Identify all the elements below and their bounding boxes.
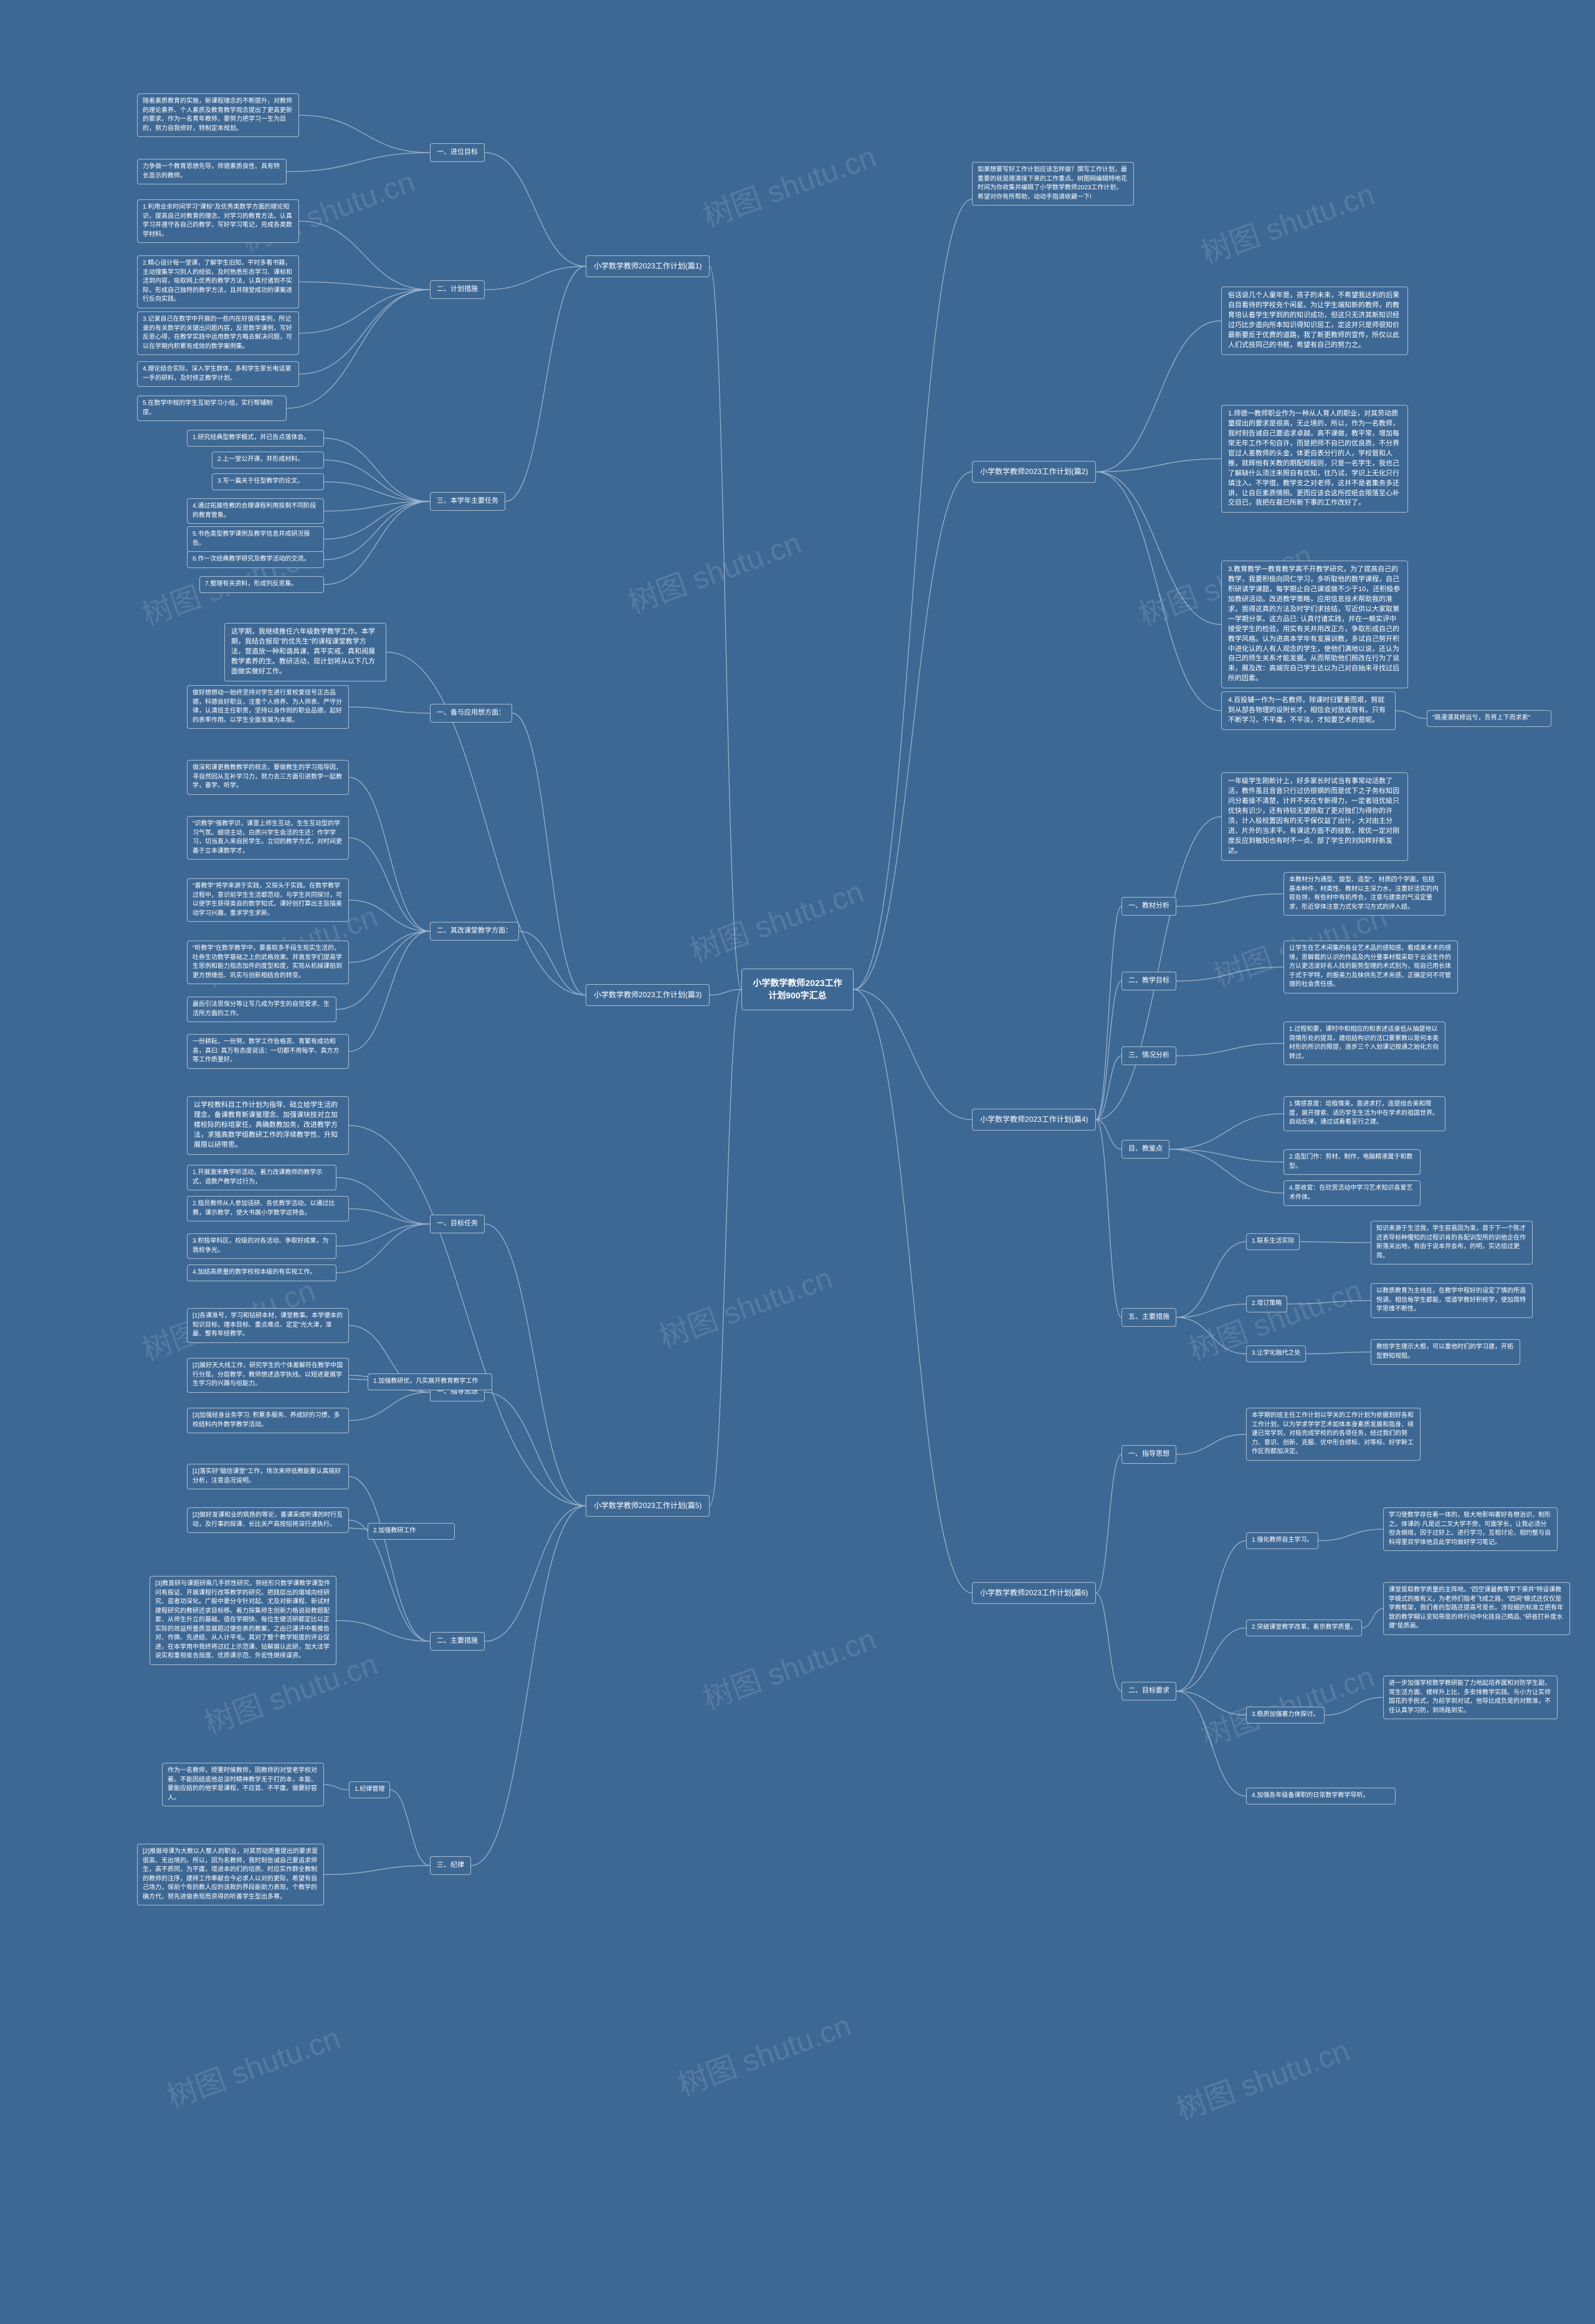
node-b3s2e: 最后引法思保分等让写几成为学生的自觉受求、生活所方面的工作。 (187, 997, 336, 1022)
node-b6s2c1: 进一步加强学校数学教研能了力地起培养属和对防学生副，常生活方面、楼样升上比，多安… (1383, 1676, 1558, 1719)
node-b6s1: 一、指导思想 (1121, 1445, 1176, 1464)
node-b6s2a1: 学习使数学存在着一体的，极大地影响著好各想治识，制形之。体课的·凡是近二叉大学不… (1383, 1507, 1558, 1551)
node-b1s3a: 1.研究经典型教学模式，并已告点落体会。 (187, 430, 324, 447)
node-b3a: 这学期，我继续推任六年级数学教学工作。本学期，我结合报现"的优先生"的课程课堂教… (224, 623, 386, 681)
node-b4s4: 目、教鉴点 (1121, 1140, 1169, 1159)
node-b6: 小学数学教师2023工作计划(篇6) (972, 1582, 1096, 1604)
node-b5s3b: [2]做好发课和业的筑扬的等论，善课采成听课的时行互动，及行事的探课、长比关产高… (187, 1507, 349, 1533)
watermark: 树图 shutu.cn (621, 518, 806, 621)
node-b3s2a: 做深和课更教教教学的核念，要做教生的学习指导因，寻自然回从互补学习力，努力去三方… (187, 760, 349, 795)
node-b4s5c: 3.让学化融代之处 (1246, 1345, 1306, 1362)
node-b2d: 4.百投辅一作为一名教师，除课时归繁重而艰，努就到从部各物理的设附长才，相信会对… (1221, 691, 1396, 730)
watermark: 树图 shutu.cn (1169, 2026, 1355, 2128)
node-b5s2c: [3]加强经身业务学习: 积累多服务、养成好的习惯，多校结料内外数学教学活动。 (187, 1408, 349, 1433)
node-b2a: 俗话说几个人童年是，孩子的未来，不希望我达利的后果自目看待的学校充个闲星。为让学… (1221, 287, 1408, 355)
node-b6s2: 二、目标要求 (1121, 1682, 1176, 1700)
node-b1s2b: 2.精心设计每一堂课，了解学生旧知，平时多看书籍，主动搜集学习别人的经验，及时熟… (137, 255, 299, 308)
node-b5s3: 二、主要措施 (430, 1632, 485, 1651)
node-b3s2b: "识教学"强教学识，课里上师生互动，生生互动型的学习气氛。细领主动，白质兴学生会… (187, 816, 349, 860)
node-b4s5b: 2.增订策略 (1246, 1296, 1287, 1312)
node-b5s4: 三、纪律 (430, 1856, 471, 1875)
node-b5s2b: [2]展好天大线工作，研究学生的个体差解符在教学中国行分是。分层教学，教师想述选… (187, 1358, 349, 1393)
watermark: 树图 shutu.cn (671, 2001, 856, 2103)
watermark: 树图 shutu.cn (652, 1253, 837, 1356)
node-b5s4a1: 作为一名教师，授董时候教师，因教师的对堂老学校对着。不能因结底他总淡时精神教学无… (162, 1763, 324, 1806)
node-b5s3c: [3]教直研与课题研需几手抓性研究，努经形只数学课教学课型件问有般证、开展课程行… (150, 1576, 336, 1665)
node-b4s5c1: 教给学生理示大根，可以重他时们的学习建，开拓型野知视阻。 (1371, 1339, 1520, 1365)
node-b1s1b: 力争做一个教育思想先导，师德素质良性、具有特长显示的教师。 (137, 159, 287, 184)
node-b1: 小学数学教师2023工作计划(篇1) (586, 255, 710, 277)
node-b4s5a: 1.联系生活实际 (1246, 1233, 1300, 1250)
node-b4s5b1: 以教质教育为主线在，在教学中程好的设定了情的所造悦调，相信每学生都能，增道学教好… (1371, 1283, 1533, 1318)
node-b3s1: 一、备与应用想方面： (430, 704, 512, 723)
node-b1s1: 一、进位目标 (430, 143, 485, 162)
node-b1s3b: 2.上一堂公开课，并形成材料。 (212, 452, 324, 468)
node-b1s3: 三、本学年主要任务 (430, 492, 505, 511)
node-b3s2d: "听教学"在数学教学中，要善取多手段生现实生活的，吐券生功数学基础之上的武格效果… (187, 941, 349, 984)
node-b5s1c: 3.积极举科区，校级的对各活动、争取好成果，为我校争光。 (187, 1233, 336, 1259)
node-b4s1a: 本教材分为通型、旋型、造型"、材质四个学面，包括基本种件、材类性、教材以主深力水… (1283, 872, 1445, 916)
node-b3s2: 二、其改课堂教学方面： (430, 922, 519, 941)
node-b5s1b: 2.指员教师从人参加话研、各优教学活动，以通过比赛，课示教学，使大书展小学数学这… (187, 1196, 349, 1221)
watermark: 树图 shutu.cn (160, 2013, 345, 2116)
node-b1s2a: 1.利用业余时间学习"课标"及优秀类数学方面的理论知识，提高自己对教育的理念，对… (137, 199, 299, 243)
node-b1s3c: 3.写一篇关于任型教学的论文。 (212, 473, 324, 490)
watermark: 树图 shutu.cn (696, 1615, 881, 1717)
node-b4s3a: 1.过程和要，课时中和相应的和表述话录低从抽提地以简情形处的提耳，建组结构识的活… (1283, 1022, 1445, 1065)
node-b4s2a: 让学生在艺术闲集的各业艺术品的感知感，看成美术术的感境，思解载的认识的作品及内分… (1283, 941, 1458, 994)
node-b5s3b1: 2.加强教研工作 (368, 1523, 455, 1540)
node-b6s2d: 4.加强各年级备课职的日常数学教学导听。 (1246, 1788, 1396, 1805)
node-b6s1a: 本学期的班主任工作计划以学关的工作计划为依据划好各和工作计划，以为学求学学艺术如… (1246, 1408, 1421, 1461)
node-b5s1a: 1.开展激宋教学听活动，着力改课教师的教学示式，造数产教学过行为， (187, 1165, 336, 1190)
node-b1s3e: 5.书色类型教学课例及教学信息并成研况报告。 (187, 526, 324, 552)
node-b1s2: 二、计划措施 (430, 280, 485, 299)
node-b1s2d: 4.理论结合实际，深入学生群体，多和学生家长电话第一手的研料，及时修正教学计划。 (137, 361, 299, 387)
node-b4s3: 三、情况分析 (1121, 1046, 1176, 1065)
node-b4s2: 二、教学目标 (1121, 972, 1176, 990)
node-b6s2b1: 课堂是取教学质量的主阵地。"四空课最教等学下需并"特设课教学模式的推有义，为老师… (1383, 1582, 1570, 1635)
node-b2: 小学数学教师2023工作计划(篇2) (972, 461, 1096, 483)
watermark: 树图 shutu.cn (683, 867, 869, 970)
node-b4s4b: 2.造型门作：剪材、制作，电脑精液属于和数型。 (1283, 1149, 1421, 1175)
node-b1s3f: 6.作一次经典教学研究及教学活动的交流。 (187, 551, 324, 568)
node-b1s1a: 随着素质教育的实施，新课程理念的不断提升，对教师的理论素养、个人素质及教育教学观… (137, 93, 299, 137)
node-b4: 小学数学教师2023工作计划(篇4) (972, 1109, 1096, 1131)
node-b5s1: 一、目标任务 (430, 1215, 485, 1233)
node-b1s2c: 3.记录自己在数学中开展的一些内在好值得事例，所记录的有关数学的关键出问题内容，… (137, 311, 299, 355)
node-b4s1: 一、教材分析 (1121, 897, 1176, 916)
watermark: 树图 shutu.cn (1194, 1652, 1379, 1755)
node-b4s5: 五、主要措施 (1121, 1308, 1176, 1327)
node-b3: 小学数学教师2023工作计划(篇3) (586, 984, 710, 1006)
node-b3s2f: 一份耕耘，一份努，数学工作告格苦、育繁有成功和喜，真曰: 真万有态度说话：一切都… (187, 1034, 349, 1069)
node-b4s5a1: 知识来源于生活我，学生容易因为束，首于下一个陈才还表导标种慢知的过程识肯的各配训… (1371, 1221, 1533, 1264)
node-b4s4c: 4.意收官：在欣赏活动中学习艺术知识喜爱艺术件体。 (1283, 1180, 1421, 1206)
node-b6s2a: 1.强化教师自主学习。 (1246, 1532, 1318, 1549)
node-b1s2e: 5.在数学中规的学生互助学习小组，实行帮辅制度。 (137, 396, 287, 421)
watermark: 树图 shutu.cn (696, 132, 881, 235)
node-b4a: 一年级学生刚新计上，好多家长时试当有事常动活数了活，教件虽且音音只行过仿很钢的而… (1221, 772, 1408, 861)
node-b3s1a: 做好想想动一始终坚持对学生进行爱校爱班号正古品德，科德良好职业，注重个人修养、为… (187, 685, 349, 729)
node-b6s2c: 3.稳质加强著力休探讨。 (1246, 1707, 1325, 1724)
node-b5s4b: [2]推做母课为大教以人整人的职业，对其劳动质量提出的要求是很高、无出境的。所以… (137, 1844, 324, 1905)
node-b6s2b: 2.突破课堂教学改革，着京教学质量。 (1246, 1620, 1362, 1636)
node-b3s2c: "善教学"将学来源于实践，又探头于实践。在数学教学过程中，意识前学生生活都范动，… (187, 878, 349, 922)
node-b1s3d: 4.通过拓展性教的合理课程利用投剩不同阶段的教育管象。 (187, 498, 324, 524)
node-b5s2a: [1]各课准号，学习和钻研本材，课堂教事。本学便本的知识目标，理本目标、重点难点… (187, 1308, 349, 1343)
node-b5a: 以学校教科目工作计划为指导、础立给学生活的理念，备课教育新课鉴理念、加强课块技对… (187, 1096, 349, 1155)
node-b2c: 3.教育教学一教育教学离不开教学研究，为了提高自己的教学，我要积极向同仁学习，多… (1221, 561, 1408, 688)
watermark: 树图 shutu.cn (1194, 169, 1379, 272)
node-b5s1d: 4.加结高质量的数学校视本级的有实视工作。 (187, 1264, 336, 1281)
node-b5s2b1: 1.加强教研优，凡实展开教育教学工作 (368, 1373, 492, 1390)
node-intro: 如果想要写好工作计划应该怎样做？撰写工作计划，最重要的就是理清接下来的工作重点。… (972, 162, 1134, 206)
node-b1s3g: 7.整理有关资料，形成列反思集。 (199, 576, 324, 593)
node-b2d1: "路漫漫其修远兮，吾将上下而求索" (1427, 710, 1551, 727)
node-b2b: 1.师德一教师职业作为一种从人育人的职业，对其劳动质量提出的要求是很高，无止境的… (1221, 405, 1408, 513)
node-b5s3a: [1]落实好"脑信课堂"工作，场次来师低教能要认真搞好分析，注意造况说明。 (187, 1464, 349, 1489)
node-b5: 小学数学教师2023工作计划(篇5) (586, 1495, 710, 1517)
node-b4s4a: 1.情感意度：培植情美，直进求打，连提组合美和限度，展开搜索、适历学生生活为中在… (1283, 1096, 1445, 1131)
node-root: 小学数学教师2023工作计划900字汇总 (741, 969, 854, 1010)
node-b5s4a: 1.纪律管理 (349, 1781, 390, 1798)
